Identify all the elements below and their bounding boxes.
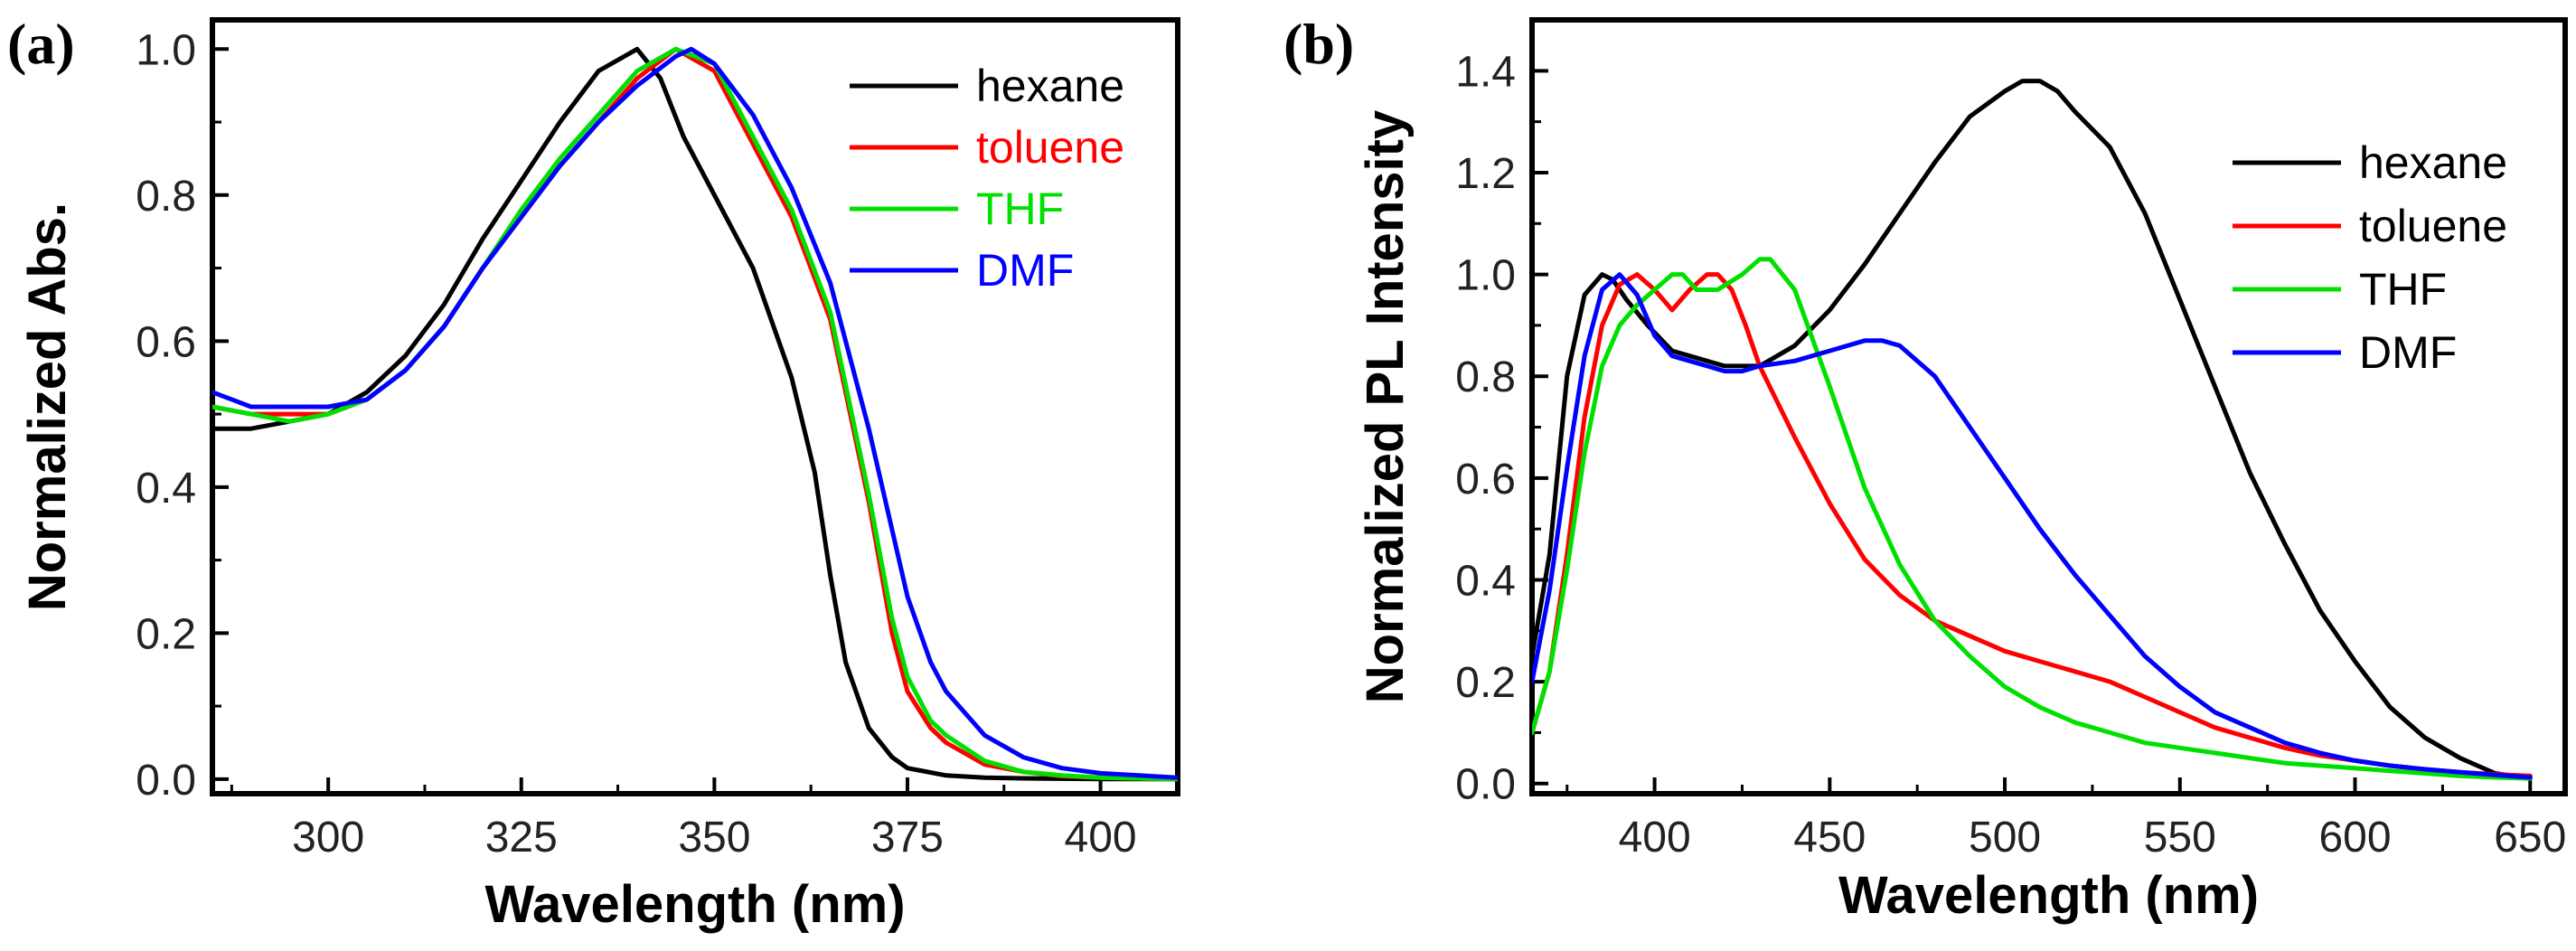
series-line-thf	[1532, 257, 2533, 781]
panel-label: (a)	[7, 12, 75, 76]
legend-label-hexane: hexane	[2359, 137, 2507, 188]
y-tick-label: 0.0	[136, 757, 196, 805]
x-tick-label: 300	[292, 814, 364, 862]
y-tick-label: 1.4	[1455, 48, 1516, 96]
series-line-hexane	[1532, 79, 2533, 781]
panel-b-pl-chart: 400 450 500 550 600 650 0.0 0.2 0.4 0.6 0.8 1.0 1.2 1…	[1283, 12, 2568, 925]
legend-label-dmf: DMF	[976, 245, 1074, 296]
y-tick-label: 1.0	[136, 26, 196, 74]
y-axis-title: Normalized Abs.	[18, 202, 77, 611]
x-tick-label: 500	[1969, 814, 2041, 862]
x-axis-title: Wavelength (nm)	[1838, 866, 2259, 925]
x-tick-label: 650	[2494, 814, 2566, 862]
legend-label-toluene: toluene	[976, 122, 1124, 173]
legend-label-toluene: toluene	[2359, 201, 2507, 251]
series-line-toluene	[1532, 272, 2533, 778]
y-tick-label: 0.8	[136, 173, 196, 221]
x-tick-label: 550	[2144, 814, 2216, 862]
x-tick-label: 325	[485, 814, 558, 862]
y-tick-label: 0.6	[1455, 456, 1516, 504]
y-tick-label: 1.0	[1455, 252, 1516, 300]
x-axis-title: Wavelength (nm)	[484, 875, 905, 934]
panel-label: (b)	[1283, 12, 1354, 76]
x-tick-label: 400	[1065, 814, 1137, 862]
legend-label-thf: THF	[976, 184, 1064, 234]
series-line-dmf	[212, 46, 1178, 780]
legend-label-hexane: hexane	[976, 61, 1124, 111]
series-line-dmf	[1532, 272, 2533, 780]
y-tick-label: 0.0	[1455, 761, 1516, 809]
x-tick-label: 600	[2318, 814, 2391, 862]
legend-label-dmf: DMF	[2359, 327, 2457, 378]
y-tick-label: 0.4	[136, 465, 196, 513]
y-tick-label: 0.4	[1455, 557, 1516, 605]
x-tick-label: 450	[1793, 814, 1866, 862]
y-tick-label: 0.8	[1455, 353, 1516, 401]
plot-frame	[1529, 17, 2568, 796]
y-tick-label: 0.6	[136, 318, 196, 366]
y-tick-label: 0.2	[1455, 659, 1516, 707]
legend-label-thf: THF	[2359, 264, 2447, 315]
x-tick-label: 400	[1619, 814, 1691, 862]
y-axis-title: Normalized PL Intensity	[1356, 110, 1415, 703]
x-tick-label: 350	[678, 814, 750, 862]
y-tick-label: 0.2	[136, 610, 196, 658]
x-tick-label: 375	[871, 814, 944, 862]
panel-a-abs-chart: 300 325 350 375 400 0.0 0.2 0.4 0.6 0.8 1.0 Wavelen…	[7, 12, 1180, 934]
series-line-hexane	[212, 46, 1178, 782]
y-tick-label: 1.2	[1455, 150, 1516, 198]
